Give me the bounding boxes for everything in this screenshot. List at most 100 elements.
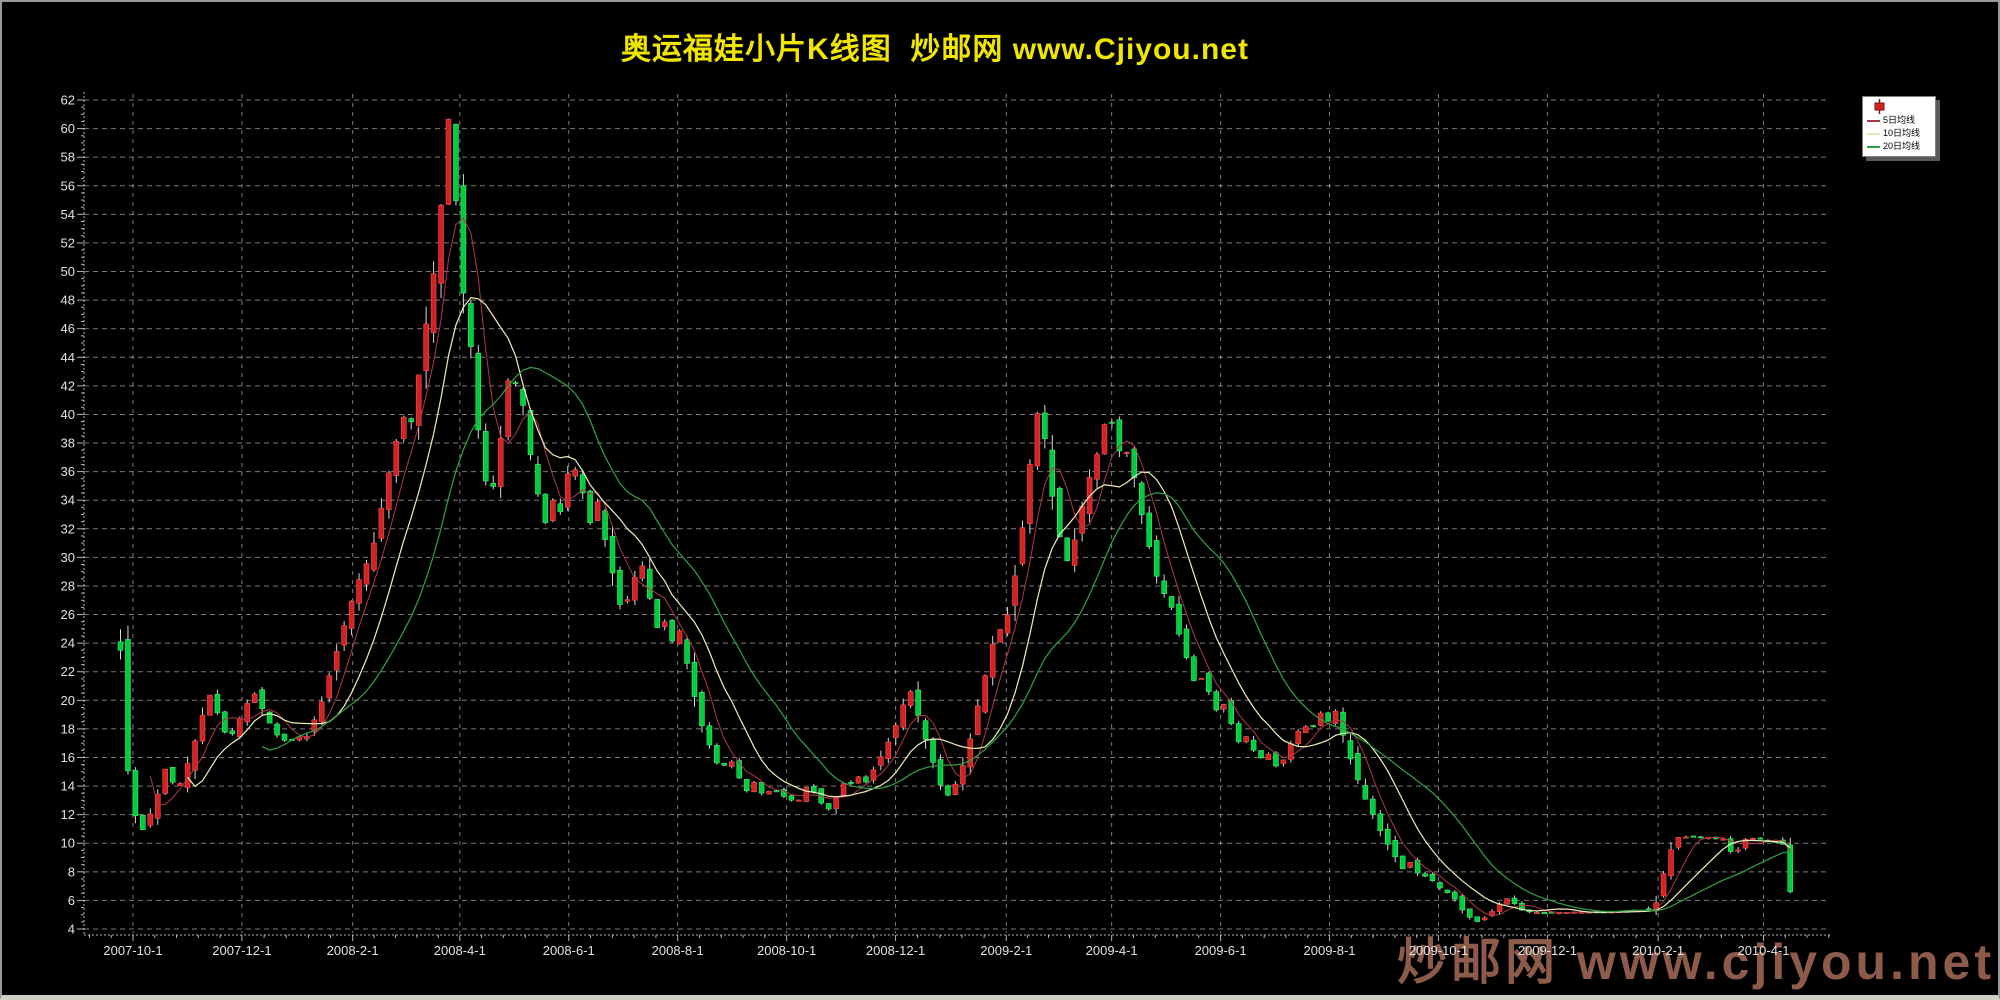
candle-up — [676, 630, 683, 645]
candle-down — [654, 599, 660, 628]
candle-down — [1377, 813, 1384, 831]
candle-up — [147, 813, 154, 826]
candle-up — [594, 501, 601, 521]
candle-down — [1541, 912, 1548, 914]
candle-down — [1161, 580, 1167, 594]
candle-down — [512, 382, 519, 385]
candle-up — [975, 705, 981, 735]
candle-down — [1437, 882, 1443, 889]
legend-item-ma10: 10日均线 — [1867, 127, 1932, 140]
candle-down — [721, 763, 728, 766]
candle-down — [1042, 412, 1048, 439]
candle-down — [125, 639, 131, 772]
ma20-label: 20日均线 — [1883, 141, 1921, 151]
x-axis-label: 2009-12-1 — [1517, 943, 1578, 958]
candle-up — [319, 701, 325, 723]
y-axis-label: 28 — [61, 578, 75, 593]
candle-up — [632, 577, 638, 601]
candle-up — [1243, 736, 1249, 743]
ma10-line-swatch — [1867, 132, 1880, 135]
candle-up — [333, 651, 340, 671]
candle-up — [840, 783, 847, 796]
candle-up — [870, 769, 877, 781]
candle-down — [460, 185, 467, 294]
x-axis-label: 2009-2-1 — [980, 943, 1033, 958]
candle-down — [1362, 785, 1369, 800]
candle-down — [937, 759, 944, 786]
candle-down — [1511, 897, 1518, 904]
candle-down — [691, 661, 698, 697]
candle-down — [669, 620, 675, 642]
candle-down — [1690, 835, 1697, 838]
candle-up — [1071, 539, 1078, 566]
candle-up — [751, 782, 757, 792]
y-axis-label: 52 — [61, 235, 75, 250]
candle-down — [863, 776, 869, 783]
candle-down — [1191, 656, 1197, 681]
candle-up — [386, 472, 392, 511]
candle-up — [363, 563, 370, 585]
candle-up — [445, 118, 452, 205]
candle-up — [1012, 575, 1018, 606]
ma-layer — [149, 217, 1791, 917]
candle-up — [207, 694, 213, 716]
legend: 5日均线 10日均线 20日均线 — [1862, 96, 1936, 157]
y-axis-label: 54 — [61, 207, 75, 222]
candle-up — [1407, 861, 1413, 868]
candle-up — [192, 740, 198, 771]
y-axis-label: 20 — [61, 693, 75, 708]
y-axis-label: 48 — [61, 293, 75, 308]
candle-up — [401, 416, 407, 439]
candle-down — [1452, 891, 1458, 900]
candle-up — [1027, 463, 1033, 524]
y-axis-label: 56 — [61, 178, 75, 193]
y-axis-label: 32 — [61, 521, 75, 536]
y-axis-label: 46 — [61, 321, 75, 336]
candle-up — [893, 725, 899, 738]
x-axis-label: 2007-12-1 — [212, 943, 272, 958]
ma10-line — [187, 296, 1791, 913]
candle-down — [1429, 873, 1436, 882]
candle-down — [1183, 628, 1190, 658]
candle-up — [1534, 912, 1540, 914]
candle-down — [169, 766, 176, 783]
candle-down — [1384, 828, 1391, 845]
candle-up — [997, 629, 1003, 643]
candle-down — [281, 733, 288, 741]
candle-down — [825, 803, 832, 810]
x-axis-label: 2009-8-1 — [1303, 943, 1356, 958]
candle-down — [229, 730, 236, 735]
candle-up — [729, 761, 735, 767]
candle-down — [1399, 855, 1406, 870]
candle-up — [960, 765, 966, 785]
candle-down — [1466, 908, 1473, 918]
x-axis-label: 2008-12-1 — [865, 943, 926, 958]
candle-up — [155, 793, 161, 819]
watermark: 炒邮网 www.cjiyou.net — [1397, 934, 1995, 990]
candle-up — [341, 625, 347, 646]
candle-down — [259, 689, 265, 710]
y-axis-label: 40 — [61, 407, 75, 422]
candle-down — [848, 782, 854, 784]
candle-down — [1645, 908, 1652, 911]
candle-down — [1228, 700, 1234, 724]
candle-up — [1004, 614, 1011, 634]
candle-down — [483, 431, 489, 482]
candle-down — [1064, 537, 1070, 562]
candle-down — [922, 720, 929, 740]
candle-down — [520, 388, 526, 406]
candle-down — [1422, 873, 1428, 877]
candle-up — [989, 643, 996, 678]
candle-down — [1109, 421, 1115, 424]
x-axis-label: 2007-10-1 — [103, 943, 163, 958]
candle-down — [557, 503, 564, 512]
candle-down — [1213, 691, 1220, 711]
candle-down — [1057, 487, 1063, 538]
candle-down — [1347, 740, 1354, 760]
candle-up — [982, 675, 988, 713]
ma5-label: 5日均线 — [1883, 115, 1916, 125]
y-axis-label: 38 — [61, 436, 75, 451]
candle-up — [1124, 452, 1130, 455]
